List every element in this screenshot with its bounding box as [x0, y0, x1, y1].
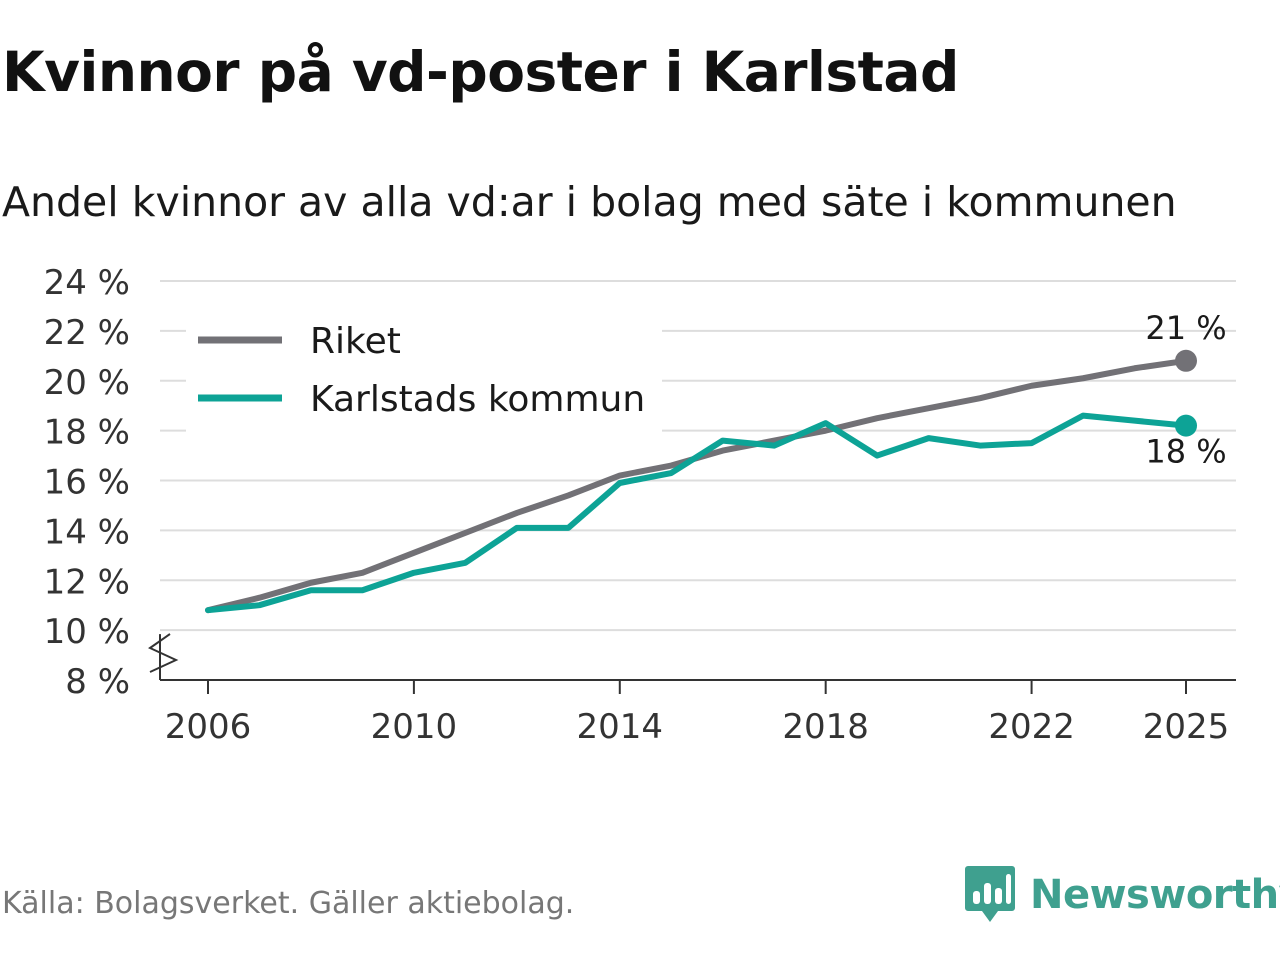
end-point — [1175, 349, 1197, 372]
y-tick-label: 18 % — [44, 413, 130, 453]
series-lines — [205, 349, 1197, 614]
y-tick-label: 24 % — [44, 263, 130, 303]
newsworthy-logo-icon — [965, 866, 1015, 922]
chart-subtitle: Andel kvinnor av alla vd:ar i bolag med … — [2, 178, 1177, 226]
y-tick-label: 14 % — [44, 512, 130, 552]
y-axis-ticks: 8 % 10 % 12 % 14 % 16 % 18 % 20 % 22 % 24 % — [44, 263, 130, 702]
end-point — [1175, 414, 1197, 437]
y-tick-label: 10 % — [44, 612, 130, 652]
x-tick-label: 2014 — [577, 707, 664, 747]
x-tick-label: 2025 — [1143, 707, 1230, 747]
axis-break-mark — [148, 633, 179, 673]
chart-title: Kvinnor på vd-poster i Karlstad — [2, 40, 959, 104]
legend: Riket Karlstads kommun — [186, 320, 662, 432]
y-tick-label: 20 % — [44, 363, 130, 403]
y-tick-label: 8 % — [65, 662, 130, 702]
brand-logo[interactable]: Newsworthy — [964, 864, 1280, 926]
end-value-label: 18 % — [1145, 433, 1226, 471]
x-tick-label: 2006 — [165, 707, 252, 747]
y-tick-label: 16 % — [44, 463, 130, 503]
legend-label: Riket — [310, 321, 401, 362]
x-tick-label: 2022 — [988, 707, 1075, 747]
brand-name: Newsworthy — [1030, 872, 1280, 918]
x-tick-label: 2018 — [782, 707, 869, 747]
end-labels: 21 % 18 % — [1145, 309, 1226, 471]
y-tick-label: 22 % — [44, 313, 130, 353]
source-note: Källa: Bolagsverket. Gäller aktiebolag. — [2, 886, 575, 921]
x-axis: 2006 2010 2014 2018 2022 2025 — [148, 633, 1236, 747]
end-value-label: 21 % — [1145, 309, 1226, 347]
legend-label: Karlstads kommun — [310, 379, 645, 420]
y-tick-label: 12 % — [44, 562, 130, 602]
x-tick-label: 2010 — [371, 707, 458, 747]
series-line — [205, 412, 1189, 614]
